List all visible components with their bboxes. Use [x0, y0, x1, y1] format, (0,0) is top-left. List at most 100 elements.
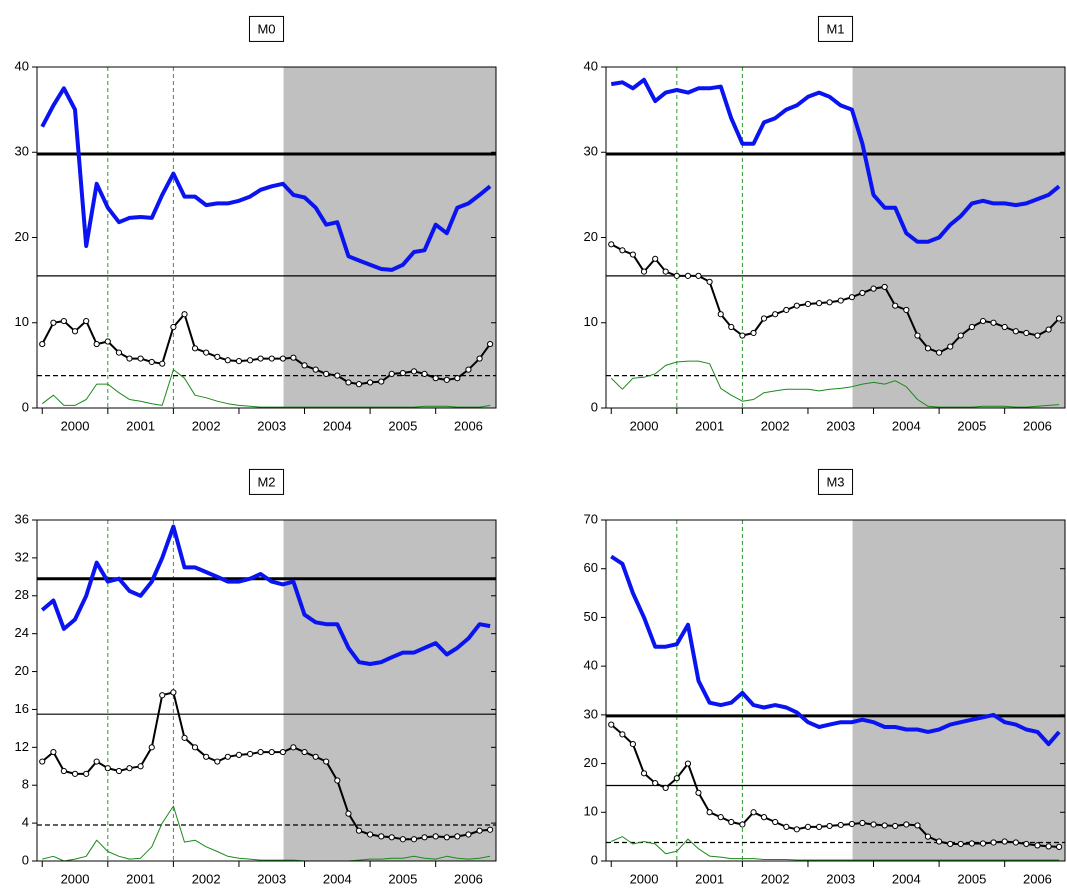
data-point: [421, 370, 428, 377]
data-point: [640, 268, 648, 275]
data-point: [760, 814, 768, 821]
data-point: [629, 251, 636, 258]
data-point: [662, 784, 669, 792]
data-point: [181, 734, 188, 741]
data-point: [826, 299, 833, 306]
shaded-region: [283, 520, 496, 861]
data-point: [93, 340, 100, 348]
x-tick-label: 2000: [61, 418, 90, 433]
x-tick-label: 2001: [126, 871, 155, 886]
x-tick-label: 2003: [826, 418, 855, 433]
y-tick-label: 40: [15, 58, 29, 73]
data-point: [793, 302, 800, 309]
data-point: [203, 753, 210, 760]
data-point: [214, 353, 221, 360]
data-point: [355, 827, 363, 834]
data-point: [410, 368, 418, 375]
data-point: [914, 822, 921, 829]
data-point: [859, 819, 866, 827]
data-point: [1012, 839, 1019, 846]
data-point: [159, 692, 166, 699]
data-point: [826, 822, 833, 830]
data-point: [191, 345, 199, 352]
data-point: [399, 836, 406, 843]
series-line: [610, 836, 1060, 861]
x-tick-label: 2005: [388, 871, 417, 886]
series-line: [40, 86, 492, 272]
data-point: [903, 821, 910, 828]
y-tick-label: 0: [591, 399, 598, 414]
data-point: [60, 317, 67, 325]
y-tick-label: 0: [22, 399, 29, 414]
data-point: [728, 818, 735, 826]
data-point: [793, 826, 800, 833]
data-point: [1001, 323, 1008, 331]
x-tick-label: 2006: [454, 418, 483, 433]
data-point: [979, 840, 987, 847]
data-point: [235, 358, 243, 365]
data-point: [903, 306, 910, 314]
shaded-region: [852, 520, 1065, 861]
title-box: [248, 15, 285, 42]
data-point: [662, 268, 669, 275]
data-point: [968, 840, 975, 847]
panel-title: M3: [826, 474, 844, 489]
x-tick-label: 2001: [126, 418, 155, 433]
data-point: [93, 758, 100, 765]
data-point: [388, 370, 395, 377]
data-point: [881, 283, 888, 291]
x-tick-label: 2004: [892, 418, 921, 433]
y-tick-label: 12: [15, 739, 29, 754]
title-box: [817, 468, 854, 495]
y-tick-label: 60: [584, 560, 598, 575]
data-point: [870, 285, 877, 292]
plot-frame: [605, 66, 1066, 409]
data-point: [214, 758, 221, 765]
data-point: [990, 839, 997, 846]
data-point: [378, 833, 385, 840]
data-point: [837, 821, 844, 829]
data-point: [870, 821, 877, 828]
data-point: [465, 366, 472, 373]
data-point: [312, 753, 319, 760]
panel-title: M1: [826, 21, 844, 36]
data-point: [290, 744, 297, 751]
data-point: [399, 369, 406, 377]
x-tick-label: 2003: [826, 871, 855, 886]
y-tick-label: 36: [15, 511, 29, 526]
data-point: [684, 272, 692, 279]
data-point: [71, 770, 79, 777]
x-tick-label: 2006: [1023, 418, 1052, 433]
data-point: [783, 306, 790, 314]
data-point: [783, 823, 790, 831]
y-tick-label: 20: [15, 229, 29, 244]
data-point: [60, 767, 67, 775]
data-point: [443, 834, 450, 841]
data-point: [924, 345, 932, 352]
x-tick-label: 2001: [695, 871, 724, 886]
series-line: [41, 369, 491, 408]
data-point: [50, 319, 57, 326]
data-point: [695, 272, 702, 279]
data-point: [914, 332, 921, 339]
data-point: [608, 721, 615, 728]
data-point: [465, 831, 472, 838]
data-point: [1023, 329, 1030, 337]
data-point: [104, 338, 111, 345]
data-point: [126, 765, 133, 772]
data-point: [50, 748, 57, 756]
x-tick-label: 2006: [1023, 871, 1052, 886]
data-point: [892, 822, 899, 830]
data-point: [706, 278, 713, 285]
data-point: [279, 355, 286, 362]
x-tick-label: 2005: [957, 871, 986, 886]
data-point: [247, 750, 254, 758]
title-box: [248, 468, 285, 495]
data-point: [816, 823, 823, 831]
data-point: [1034, 842, 1041, 849]
x-tick-label: 2005: [388, 418, 417, 433]
data-point: [443, 376, 450, 383]
data-point: [378, 378, 385, 385]
y-tick-label: 30: [15, 144, 29, 159]
data-point: [345, 810, 352, 817]
